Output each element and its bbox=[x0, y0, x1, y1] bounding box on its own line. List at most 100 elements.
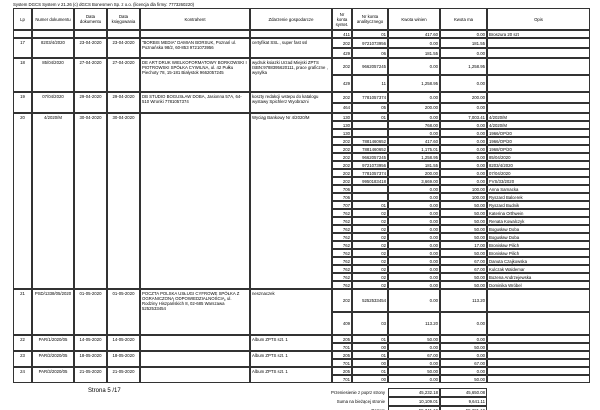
entry-cell: 762 bbox=[332, 209, 352, 217]
entry-cell: 0.00 bbox=[388, 289, 440, 312]
entry-cell: 01 bbox=[352, 30, 388, 38]
entry-cell: 50.00 bbox=[440, 225, 487, 233]
entry-cell: 707 bbox=[332, 201, 352, 209]
entry-cell: 07/04/2020 bbox=[487, 169, 590, 177]
entry-cell: 202 bbox=[332, 169, 352, 177]
entry-cell: 50.00 bbox=[440, 209, 487, 217]
cell-zdarzenie: Wyciąg Bankowy Nr 4/2020/M bbox=[250, 113, 332, 289]
entry-cell: 0.00 bbox=[440, 351, 487, 359]
entry-cell: 202 bbox=[332, 58, 352, 75]
cell-data-ksiegowania: 27-04-2020 bbox=[107, 58, 140, 92]
entry-cell bbox=[487, 48, 590, 58]
cell-numer: PSD/1338/05/2020 bbox=[32, 289, 74, 335]
cell-data-ksiegowania: 01-05-2020 bbox=[107, 289, 140, 335]
entry-cell: 0.00 bbox=[440, 367, 487, 375]
entry-cell bbox=[487, 289, 590, 312]
cell-lp: 18 bbox=[13, 58, 32, 92]
entry-cell: 0.00 bbox=[440, 312, 487, 335]
summary-winien: 55,341.19 bbox=[388, 406, 440, 410]
cell-numer: 8203/4/2020 bbox=[32, 38, 74, 58]
cell-lp: 17 bbox=[13, 38, 32, 58]
column-header: Numer dokumentu bbox=[32, 8, 74, 30]
entry-cell: 9662057245 bbox=[352, 58, 388, 75]
entry-cell: Broszura 20 szt bbox=[487, 30, 590, 38]
column-header: Opis bbox=[487, 8, 590, 30]
cell-data-ksiegowania: 30-04-2020 bbox=[107, 113, 140, 289]
column-header: Zdarzenie gospodarcze bbox=[250, 8, 332, 30]
entry-cell: 768.00 bbox=[388, 121, 440, 129]
summary-label: Suma na bieżącej stronie bbox=[336, 399, 385, 404]
cell-data-dokumentu: 21-05-2020 bbox=[74, 367, 107, 383]
system-line: System DGCS System v 21.26 (c) dGCS Bone… bbox=[13, 2, 195, 7]
cell-zdarzenie: nesznaczek bbox=[250, 289, 332, 335]
cell-data-ksiegowania: 23-04-2020 bbox=[107, 38, 140, 58]
entry-cell: 7781057374 bbox=[352, 169, 388, 177]
entry-cell: 205 bbox=[332, 367, 352, 375]
entry-cell: 0.00 bbox=[388, 273, 440, 281]
cell-data-ksiegowania bbox=[107, 30, 140, 38]
entry-cell: 0.00 bbox=[440, 335, 487, 343]
cell-data-dokumentu: 14-05-2020 bbox=[74, 335, 107, 351]
entry-cell: 02 bbox=[352, 257, 388, 265]
entry-cell: 50.00 bbox=[440, 375, 487, 383]
entry-cell: 205 bbox=[332, 351, 352, 359]
entry-cell: 02 bbox=[352, 225, 388, 233]
entry-cell: 762 bbox=[332, 241, 352, 249]
entry-cell: 0.00 bbox=[440, 137, 487, 145]
entry-cell: 762 bbox=[332, 281, 352, 289]
entry-cell: 9662057245 bbox=[352, 153, 388, 161]
cell-zdarzenie: Album ZPTS szt. 1 bbox=[250, 335, 332, 351]
cell-data-dokumentu: 23-04-2020 bbox=[74, 38, 107, 58]
entry-cell: 417.60 bbox=[388, 30, 440, 38]
cell-data-dokumentu: 27-04-2020 bbox=[74, 58, 107, 92]
cell-lp: 23 bbox=[13, 351, 32, 367]
entry-cell bbox=[487, 359, 590, 367]
entry-cell bbox=[487, 75, 590, 92]
entry-cell: FVS/33/2020 bbox=[487, 177, 590, 185]
entry-cell: 202 bbox=[332, 92, 352, 103]
entry-cell: 0.00 bbox=[440, 75, 487, 92]
entry-cell bbox=[352, 185, 388, 193]
entry-cell: 100.00 bbox=[440, 185, 487, 193]
entry-cell: 02 bbox=[352, 281, 388, 289]
entry-cell: 200.00 bbox=[440, 92, 487, 103]
entry-cell: 1966/OP/20 bbox=[487, 137, 590, 145]
entry-cell: 1,258.95 bbox=[388, 153, 440, 161]
entry-cell: 01 bbox=[352, 201, 388, 209]
entry-cell: 181.55 bbox=[388, 161, 440, 169]
entry-cell: Ryszard Balcerek bbox=[487, 193, 590, 201]
entry-cell: 5252533454 bbox=[352, 289, 388, 312]
entry-cell: 11 bbox=[352, 75, 388, 92]
entry-cell: 0.00 bbox=[440, 30, 487, 38]
entry-cell: 67.00 bbox=[440, 257, 487, 265]
cell-kontrahent: DE ART DRUK WIELKOFORMATOWY BORKOWSKI I … bbox=[140, 58, 250, 92]
cell-numer: PAR/3/2020/05 bbox=[32, 367, 74, 383]
entry-cell: 0.00 bbox=[388, 38, 440, 48]
entry-cell: 202 bbox=[332, 153, 352, 161]
entry-cell: 0.00 bbox=[388, 201, 440, 209]
entry-cell: 02 bbox=[352, 241, 388, 249]
cell-zdarzenie: koszty redakcji wstepu do katalogu wysta… bbox=[250, 92, 332, 113]
entry-cell: 0.00 bbox=[388, 225, 440, 233]
entry-cell bbox=[487, 367, 590, 375]
cell-zdarzenie: certyfikat SSL , super fast ssl bbox=[250, 38, 332, 58]
cell-numer bbox=[32, 30, 74, 38]
entry-cell: Bronisław Pilich bbox=[487, 241, 590, 249]
cell-data-dokumentu bbox=[74, 30, 107, 38]
cell-data-dokumentu: 29-04-2020 bbox=[74, 92, 107, 113]
cell-lp: 19 bbox=[13, 92, 32, 113]
entry-cell bbox=[487, 102, 590, 113]
entry-cell: 130 bbox=[332, 129, 352, 137]
entry-cell: 0.00 bbox=[388, 113, 440, 121]
entry-cell: Bozena Andrzejewska bbox=[487, 273, 590, 281]
entry-cell bbox=[487, 335, 590, 343]
entry-cell: 464 bbox=[332, 102, 352, 113]
cell-data-dokumentu: 18-05-2020 bbox=[74, 351, 107, 367]
entry-cell: 0.00 bbox=[440, 161, 487, 169]
entry-cell: Kulczak Waldemar bbox=[487, 265, 590, 273]
entry-cell: 0.00 bbox=[388, 193, 440, 201]
entry-cell: 706 bbox=[332, 185, 352, 193]
cell-data-ksiegowania: 21-05-2020 bbox=[107, 367, 140, 383]
entry-cell bbox=[487, 343, 590, 351]
